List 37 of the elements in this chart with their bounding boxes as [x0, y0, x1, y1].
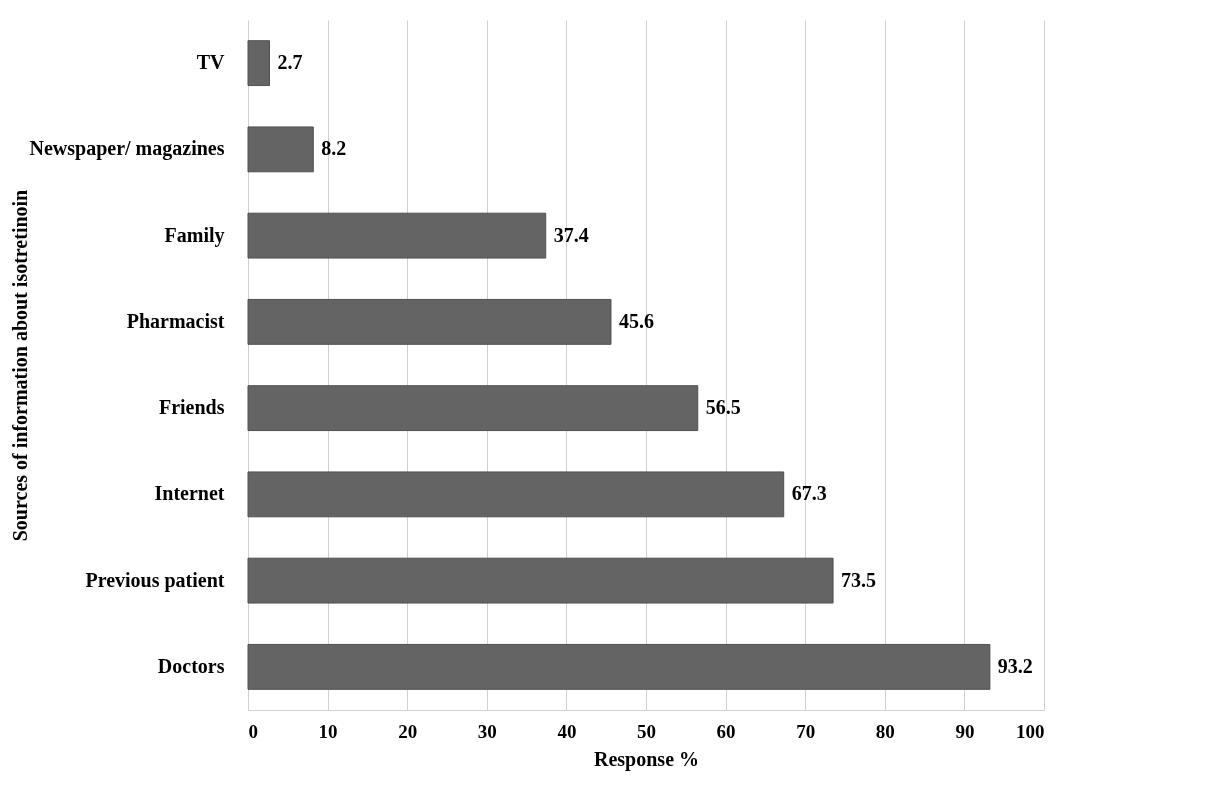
- y-tick-label: Doctors: [157, 654, 225, 677]
- x-tick-label: 60: [716, 720, 736, 742]
- data-label: 37.4: [553, 223, 589, 246]
- y-tick-label: Newspaper/ magazines: [29, 137, 225, 161]
- data-label: 2.7: [277, 51, 303, 74]
- x-tick-label: 30: [477, 720, 497, 742]
- bar: [247, 298, 612, 345]
- bar: [247, 40, 270, 87]
- y-tick-label: Friends: [158, 396, 225, 419]
- bar: [247, 212, 547, 259]
- x-tick-label: 70: [796, 720, 816, 742]
- data-label: 67.3: [791, 482, 827, 505]
- y-axis-title: Sources of information about isotretinoin: [8, 189, 31, 542]
- x-tick-label: 80: [875, 720, 895, 742]
- x-tick-label: 90: [955, 720, 975, 742]
- bar: [247, 643, 991, 690]
- bar: [247, 126, 314, 173]
- data-label: 8.2: [321, 137, 347, 160]
- y-tick-label: Previous patient: [85, 568, 225, 592]
- x-tick-label: 0: [248, 720, 258, 742]
- data-label: 45.6: [618, 309, 654, 332]
- x-axis-title: Response %: [593, 747, 700, 771]
- x-tick-label: 20: [398, 720, 418, 742]
- data-label: 93.2: [997, 654, 1033, 677]
- x-tick-label: 50: [637, 720, 656, 742]
- data-label: 73.5: [841, 568, 877, 591]
- x-tick-label: 100: [1016, 720, 1045, 742]
- x-tick-label: 40: [557, 720, 577, 742]
- y-tick-label: Pharmacist: [126, 309, 225, 332]
- y-tick-label: Internet: [154, 482, 225, 505]
- bar: [247, 557, 834, 604]
- x-tick-label: 10: [318, 720, 338, 742]
- data-label: 56.5: [705, 396, 741, 419]
- y-tick-label: TV: [196, 51, 226, 74]
- y-tick-label: Family: [164, 223, 225, 247]
- bar: [247, 385, 699, 432]
- bar: [247, 471, 785, 518]
